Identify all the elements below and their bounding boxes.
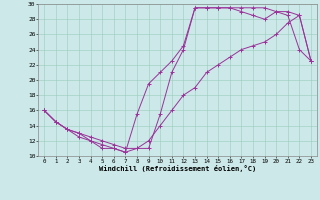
X-axis label: Windchill (Refroidissement éolien,°C): Windchill (Refroidissement éolien,°C)	[99, 165, 256, 172]
